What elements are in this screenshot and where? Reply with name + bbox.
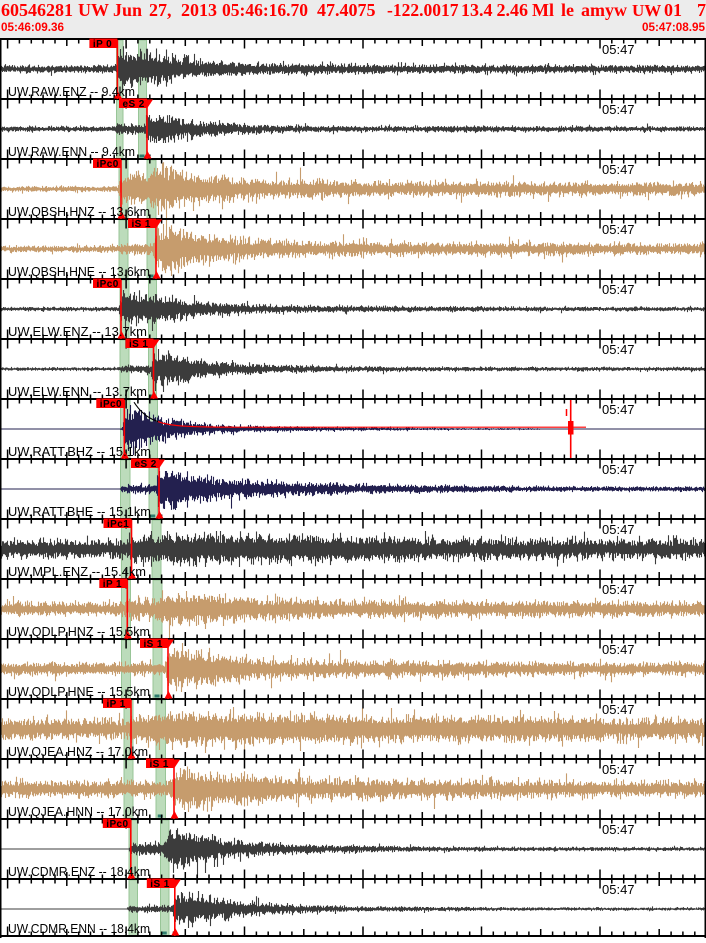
svg-text:05:47: 05:47 xyxy=(602,282,635,297)
svg-text:05:47: 05:47 xyxy=(602,402,635,417)
svg-text:2.46: 2.46 xyxy=(497,0,529,20)
svg-text:UW.QJEA.HNN -- 17.0km: UW.QJEA.HNN -- 17.0km xyxy=(8,804,148,819)
svg-text:UW.QBSH.HNZ -- 13.6km: UW.QBSH.HNZ -- 13.6km xyxy=(8,204,150,219)
svg-text:05:47: 05:47 xyxy=(602,42,635,57)
svg-text:05:47: 05:47 xyxy=(602,582,635,597)
svg-text:UW: UW xyxy=(78,0,109,20)
svg-text:iP 0: iP 0 xyxy=(93,39,112,50)
svg-text:iS 1: iS 1 xyxy=(150,879,169,890)
svg-text:47.4075: 47.4075 xyxy=(317,0,376,20)
svg-text:05:47: 05:47 xyxy=(602,762,635,777)
svg-text:iP 1: iP 1 xyxy=(103,579,122,590)
svg-text:2013: 2013 xyxy=(181,0,217,20)
svg-text:05:47: 05:47 xyxy=(602,822,635,837)
svg-text:iS 1: iS 1 xyxy=(150,759,169,770)
svg-text:UW.ELW.ENZ -- 13.7km: UW.ELW.ENZ -- 13.7km xyxy=(8,324,147,339)
svg-text:05:47: 05:47 xyxy=(602,222,635,237)
svg-text:UW.CDMR.ENN -- 18.4km: UW.CDMR.ENN -- 18.4km xyxy=(8,921,150,936)
svg-text:UW.MPL.ENZ -- 15.4km: UW.MPL.ENZ -- 15.4km xyxy=(8,564,146,579)
svg-text:13.4: 13.4 xyxy=(461,0,493,20)
svg-text:05:47: 05:47 xyxy=(602,882,635,897)
svg-text:UW.QDLP.HNE -- 15.5km: UW.QDLP.HNE -- 15.5km xyxy=(8,684,150,699)
svg-text:iP 1: iP 1 xyxy=(107,699,126,710)
svg-text:UW.ELW.ENN -- 13.7km: UW.ELW.ENN -- 13.7km xyxy=(8,384,147,399)
svg-text:UW.RAW.ENZ -- 9.4km: UW.RAW.ENZ -- 9.4km xyxy=(8,84,135,99)
svg-text:05:47: 05:47 xyxy=(602,102,635,117)
svg-text:UW: UW xyxy=(632,1,661,20)
svg-text:UW.RATT.BHZ -- 15.1km: UW.RATT.BHZ -- 15.1km xyxy=(8,444,151,459)
svg-text:eS 2: eS 2 xyxy=(135,459,157,470)
svg-text:UW.RAW.ENN -- 9.4km: UW.RAW.ENN -- 9.4km xyxy=(8,144,135,159)
svg-text:05:46:09.36: 05:46:09.36 xyxy=(1,21,65,34)
svg-text:iS 1: iS 1 xyxy=(144,639,163,650)
svg-text:eS 2: eS 2 xyxy=(123,99,145,110)
svg-text:01: 01 xyxy=(664,0,682,20)
svg-text:UW.QDLP.HNZ -- 15.5km: UW.QDLP.HNZ -- 15.5km xyxy=(8,624,150,639)
svg-text:iPc0: iPc0 xyxy=(100,399,122,410)
svg-text:7: 7 xyxy=(697,0,706,20)
svg-text:Jun: Jun xyxy=(113,0,142,20)
svg-text:-122.0017: -122.0017 xyxy=(387,0,459,20)
svg-text:05:46:16.70: 05:46:16.70 xyxy=(222,0,308,20)
svg-text:Ml: Ml xyxy=(532,0,554,20)
svg-text:iS 1: iS 1 xyxy=(132,219,151,230)
svg-text:iPc1: iPc1 xyxy=(107,519,129,530)
svg-text:iS 1: iS 1 xyxy=(129,339,148,350)
svg-text:05:47: 05:47 xyxy=(602,342,635,357)
svg-text:05:47: 05:47 xyxy=(602,162,635,177)
svg-text:iPc0: iPc0 xyxy=(106,819,128,830)
svg-text:05:47:08.95: 05:47:08.95 xyxy=(642,21,706,34)
svg-text:UW.CDMR.ENZ -- 18.4km: UW.CDMR.ENZ -- 18.4km xyxy=(8,864,150,879)
svg-text:27,: 27, xyxy=(149,0,172,20)
svg-text:60546281: 60546281 xyxy=(1,0,73,20)
svg-text:UW.RATT.BHE -- 15.1km: UW.RATT.BHE -- 15.1km xyxy=(8,504,151,519)
svg-text:iPc0: iPc0 xyxy=(97,279,119,290)
svg-text:amyw: amyw xyxy=(581,0,627,20)
svg-text:UW.QBSH.HNE -- 13.6km: UW.QBSH.HNE -- 13.6km xyxy=(8,264,150,279)
svg-text:05:47: 05:47 xyxy=(602,642,635,657)
svg-text:iPc0: iPc0 xyxy=(97,159,119,170)
svg-text:le: le xyxy=(561,0,574,20)
svg-text:05:47: 05:47 xyxy=(602,702,635,717)
svg-text:UW.QJEA.HNZ -- 17.0km: UW.QJEA.HNZ -- 17.0km xyxy=(8,744,148,759)
svg-text:05:47: 05:47 xyxy=(602,462,635,477)
svg-text:05:47: 05:47 xyxy=(602,522,635,537)
